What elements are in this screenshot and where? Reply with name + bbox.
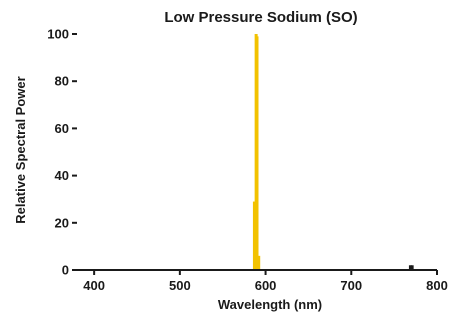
- x-tick-label: 400: [83, 278, 105, 293]
- y-tick-label: 80: [55, 74, 69, 89]
- spectral-bar: [255, 36, 259, 270]
- x-tick-label: 500: [169, 278, 191, 293]
- y-axis-ticks: 0 20 40 60 80 100: [47, 27, 77, 278]
- x-tick-label: 600: [255, 278, 277, 293]
- y-tick-label: 100: [47, 27, 69, 42]
- y-axis-label: Relative Spectral Power: [13, 76, 28, 223]
- y-tick-label: 0: [62, 263, 69, 278]
- y-tick-label: 40: [55, 168, 69, 183]
- spectral-bar: [252, 201, 256, 270]
- plot-area: [252, 34, 414, 270]
- spectral-bar: [408, 265, 412, 270]
- x-axis-ticks: 400 500 600 700 800: [83, 270, 448, 293]
- y-tick-label: 60: [55, 121, 69, 136]
- x-tick-label: 800: [426, 278, 448, 293]
- spectral-bar: [257, 255, 261, 270]
- spectral-bar: [410, 265, 414, 270]
- chart-title: Low Pressure Sodium (SO): [164, 9, 357, 26]
- x-tick-label: 700: [340, 278, 362, 293]
- y-tick-label: 20: [55, 215, 69, 230]
- x-axis-label: Wavelength (nm): [218, 297, 322, 312]
